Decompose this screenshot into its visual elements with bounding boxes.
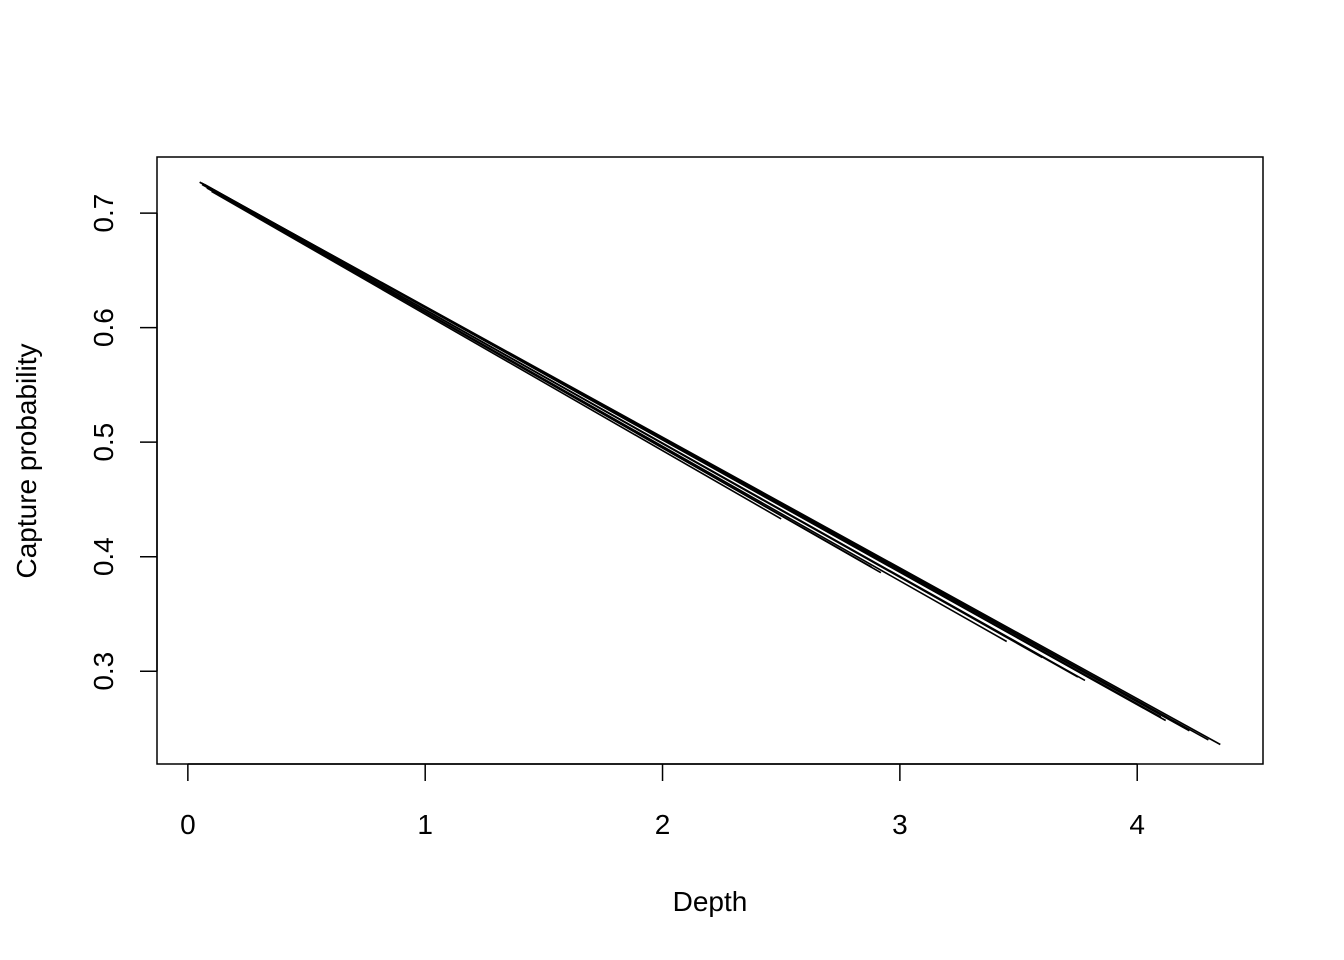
y-tick-label: 0.7 xyxy=(88,194,119,233)
y-axis: 0.3 0.4 0.5 0.6 0.7 xyxy=(88,194,158,691)
x-tick-label: 0 xyxy=(180,809,196,840)
series-line-11 xyxy=(211,189,872,568)
series-line-12 xyxy=(211,190,782,520)
y-tick-label: 0.6 xyxy=(88,308,119,347)
y-axis-title: Capture probability xyxy=(11,343,42,578)
y-tick-label: 0.4 xyxy=(88,537,119,576)
x-axis-title: Depth xyxy=(673,886,748,917)
series-line-5 xyxy=(204,183,1162,718)
plot-frame xyxy=(156,156,1264,765)
x-tick-label: 1 xyxy=(417,809,433,840)
series-layer xyxy=(199,181,1221,746)
series-line-8 xyxy=(206,186,1043,659)
y-tick-label: 0.3 xyxy=(88,652,119,691)
x-tick-label: 4 xyxy=(1129,809,1145,840)
x-tick-label: 2 xyxy=(655,809,671,840)
x-axis: 0 1 2 3 4 xyxy=(180,763,1145,840)
y-tick-label: 0.5 xyxy=(88,423,119,462)
x-tick-label: 3 xyxy=(892,809,908,840)
